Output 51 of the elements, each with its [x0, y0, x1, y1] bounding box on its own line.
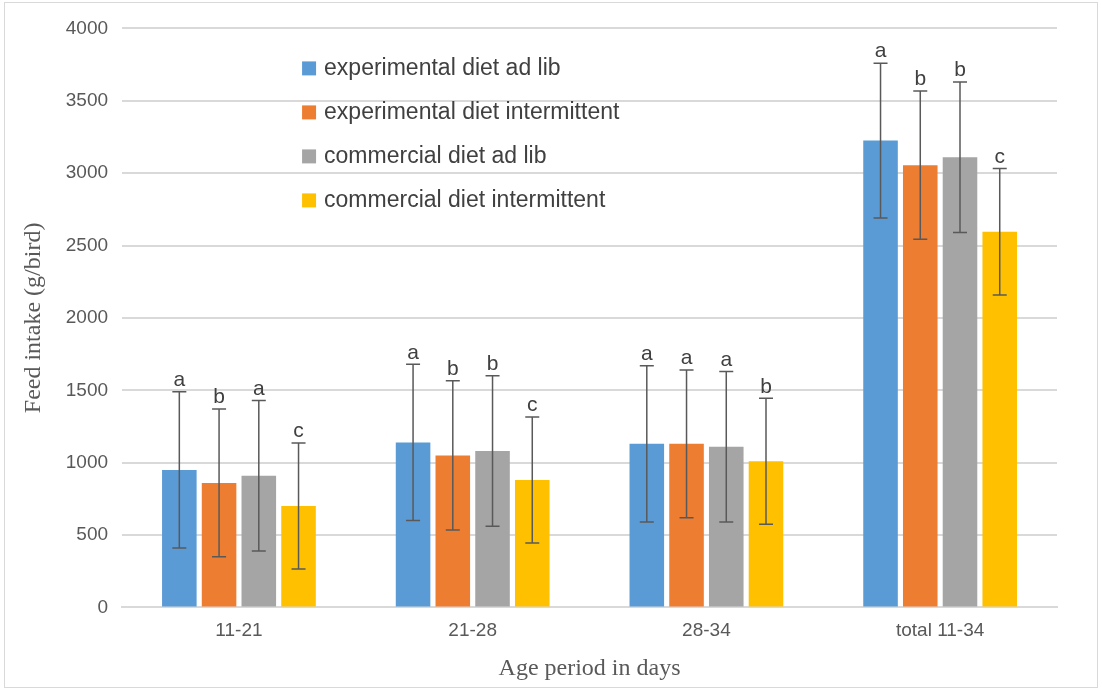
- annotation: a: [720, 346, 733, 370]
- annotation: b: [213, 384, 225, 408]
- annotation: c: [994, 143, 1005, 167]
- bar: [942, 157, 978, 607]
- bar: [708, 446, 744, 607]
- y-tick-label: 3000: [65, 161, 109, 183]
- bar: [902, 165, 938, 607]
- bar: [475, 451, 510, 607]
- annotation: b: [446, 356, 459, 380]
- annotation: c: [527, 392, 538, 416]
- bar: [748, 461, 784, 607]
- legend-label: experimental diet ad lib: [324, 53, 561, 80]
- bar: [863, 140, 898, 607]
- annotation: a: [680, 345, 693, 369]
- bar: [162, 469, 197, 607]
- annotation: a: [640, 340, 653, 364]
- bar: [982, 231, 1018, 607]
- annotation: b: [914, 66, 927, 90]
- annotation: c: [293, 418, 304, 442]
- x-tick-label: 21-28: [448, 619, 497, 641]
- x-tick-label: 11-21: [215, 619, 263, 641]
- bar: [395, 442, 431, 607]
- annotation: a: [407, 339, 420, 363]
- y-tick-label: 500: [76, 523, 109, 545]
- bar: [514, 480, 550, 607]
- x-tick-label: total 11-34: [895, 619, 985, 641]
- annotation: a: [874, 38, 887, 62]
- bar: [669, 443, 704, 607]
- y-tick-label: 4000: [65, 16, 109, 38]
- bar: [281, 506, 316, 607]
- annotation: a: [173, 367, 186, 391]
- y-tick-label: 3500: [65, 89, 109, 111]
- y-tick-label: 1000: [65, 450, 109, 472]
- bar: [629, 443, 665, 607]
- x-tick-label: 28-34: [682, 619, 732, 641]
- y-tick-label: 1500: [65, 378, 109, 400]
- y-tick-label: 2000: [65, 306, 109, 328]
- bar: [241, 475, 277, 607]
- legend-label: experimental diet intermittent: [324, 97, 620, 124]
- annotation: b: [486, 351, 499, 375]
- bar: [435, 455, 471, 607]
- y-axis-title: Feed intake (g/bird): [18, 222, 45, 414]
- x-axis-title: Age period in days: [498, 653, 681, 680]
- y-tick-label: 0: [97, 595, 109, 617]
- annotation: b: [954, 57, 966, 81]
- y-tick-label: 2500: [65, 233, 109, 255]
- legend-label: commercial diet ad lib: [324, 141, 547, 168]
- annotation: b: [760, 373, 772, 397]
- bar: [201, 482, 237, 607]
- legend-label: commercial diet intermittent: [324, 185, 606, 212]
- annotation: a: [252, 375, 265, 399]
